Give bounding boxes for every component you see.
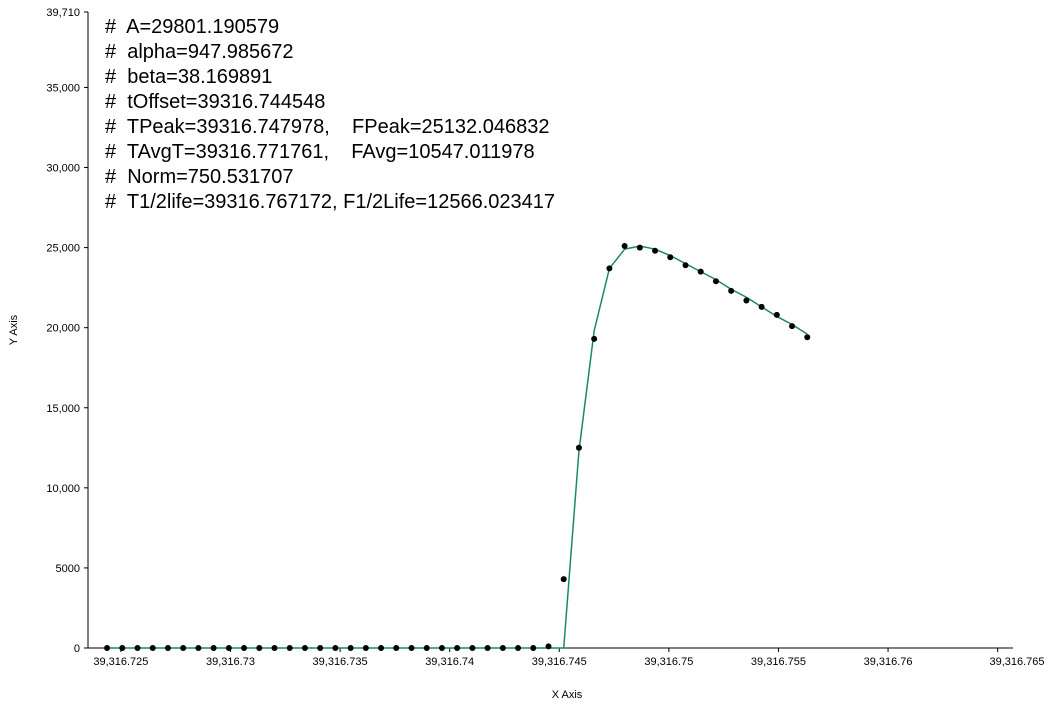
- data-point: [743, 297, 750, 304]
- data-point: [164, 645, 171, 651]
- data-point: [773, 311, 780, 318]
- annotation: # A=29801.190579: [105, 16, 279, 38]
- data-point: [804, 334, 811, 341]
- data-point: [362, 645, 369, 651]
- data-point: [423, 645, 430, 651]
- data-point: [393, 645, 400, 651]
- data-point: [575, 444, 582, 451]
- data-point: [591, 335, 598, 342]
- data-point: [104, 645, 111, 651]
- annotation: # TPeak=39316.747978, FPeak=25132.046832: [105, 116, 549, 138]
- data-point: [545, 643, 552, 650]
- data-point: [195, 645, 202, 651]
- data-point: [697, 268, 704, 275]
- annotation: # TAvgT=39316.771761, FAvg=10547.011978: [105, 141, 535, 163]
- y-tick-label: 39,710: [46, 7, 80, 19]
- y-tick-label: 10,000: [46, 483, 80, 495]
- y-tick-label: 35,000: [46, 82, 80, 94]
- x-tick-label: 39,316.765: [989, 656, 1044, 668]
- data-point: [347, 645, 354, 651]
- x-tick-label: 39,316.745: [532, 656, 587, 668]
- data-point: [636, 244, 643, 251]
- x-tick-label: 39,316.75: [644, 656, 693, 668]
- data-point: [515, 645, 522, 651]
- data-point: [712, 278, 719, 285]
- data-point: [484, 645, 491, 651]
- data-point: [408, 645, 415, 651]
- y-tick-label: 25,000: [46, 243, 80, 255]
- data-point: [667, 254, 674, 261]
- data-point: [271, 645, 278, 651]
- data-point: [758, 303, 765, 310]
- y-axis-label: Y Axis: [8, 314, 20, 345]
- y-tick-label: 15,000: [46, 403, 80, 415]
- data-point: [119, 645, 126, 651]
- x-tick-label: 39,316.755: [751, 656, 806, 668]
- data-point: [606, 265, 613, 272]
- y-tick-label: 0: [74, 643, 80, 655]
- data-point: [301, 645, 308, 651]
- annotation: # T1/2life=39316.767172, F1/2Life=12566.…: [105, 191, 555, 213]
- x-axis-label: X Axis: [552, 689, 583, 701]
- data-point: [241, 645, 248, 651]
- data-point: [378, 645, 385, 651]
- data-point: [621, 242, 628, 249]
- data-point: [728, 287, 735, 294]
- data-point: [469, 645, 476, 651]
- data-point: [317, 645, 324, 651]
- data-point: [256, 645, 263, 651]
- data-point: [499, 645, 506, 651]
- data-point: [286, 645, 293, 651]
- x-tick-label: 39,316.74: [425, 656, 474, 668]
- x-tick-label: 39,316.73: [206, 656, 255, 668]
- x-tick-label: 39,316.725: [93, 656, 148, 668]
- data-point: [682, 262, 689, 269]
- annotation: # tOffset=39316.744548: [105, 91, 325, 113]
- y-tick-label: 20,000: [46, 323, 80, 335]
- data-point: [789, 323, 796, 330]
- annotation: # beta=38.169891: [105, 66, 272, 88]
- data-point: [225, 645, 232, 651]
- data-point: [210, 645, 217, 651]
- data-point: [652, 247, 659, 254]
- x-tick-label: 39,316.735: [313, 656, 368, 668]
- data-point: [560, 576, 567, 583]
- data-point: [530, 645, 537, 651]
- annotation: # alpha=947.985672: [105, 41, 294, 63]
- data-point: [134, 645, 141, 651]
- annotation: # Norm=750.531707: [105, 166, 293, 188]
- data-point: [149, 645, 156, 651]
- data-point: [454, 645, 461, 651]
- y-tick-label: 5000: [56, 563, 80, 575]
- data-point: [180, 645, 187, 651]
- fit-line: [107, 245, 808, 649]
- data-point: [332, 645, 339, 651]
- y-tick-label: 30,000: [46, 163, 80, 175]
- data-point: [438, 645, 445, 651]
- x-tick-label: 39,316.76: [864, 656, 913, 668]
